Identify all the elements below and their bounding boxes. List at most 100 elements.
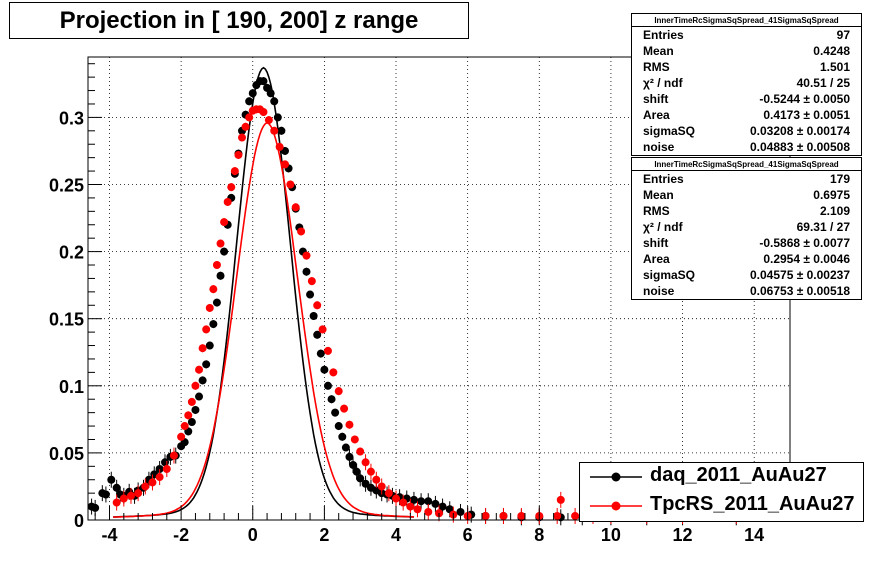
data-point-daq — [266, 89, 275, 98]
y-tick-label: 0 — [74, 511, 84, 531]
data-point-tpcrs — [119, 494, 128, 503]
data-point-tpcrs — [280, 160, 289, 169]
data-point-tpcrs — [275, 142, 284, 151]
stats-row-area: Area 0.4173 ± 0.0051 — [643, 108, 850, 122]
data-point-daq — [456, 507, 465, 516]
data-point-tpcrs — [230, 167, 239, 176]
data-point-tpcrs — [313, 301, 322, 310]
x-tick-label: 2 — [319, 525, 329, 545]
stats-row-chi2: χ² / ndf 40.51 / 25 — [643, 76, 850, 90]
y-tick-label: 0.3 — [59, 108, 84, 128]
data-point-daq — [212, 298, 221, 307]
data-point-tpcrs — [191, 381, 200, 390]
data-point-daq — [431, 499, 440, 508]
data-point-tpcrs — [126, 491, 135, 500]
data-point-tpcrs — [209, 285, 218, 294]
data-point-daq — [338, 432, 347, 441]
data-point-daq — [220, 247, 229, 256]
data-point-tpcrs — [384, 489, 393, 498]
legend-marker-daq — [590, 472, 642, 482]
data-point-tpcrs — [340, 404, 349, 413]
data-point-daq — [424, 497, 433, 506]
legend: daq_2011_AuAu27 TpcRS_2011_AuAu27 — [579, 462, 864, 522]
data-point-tpcrs — [345, 420, 354, 429]
stats-box-name: InnerTimeRcSigmaSqSpread_41SigmaSqSpread — [632, 14, 861, 27]
chart-title: Projection in [ 190, 200] z range — [9, 2, 469, 39]
legend-entry-tpcrs: TpcRS_2011_AuAu27 — [580, 492, 863, 521]
data-point-tpcrs — [361, 458, 370, 467]
data-point-tpcrs — [334, 387, 343, 396]
data-point-tpcrs — [180, 422, 189, 431]
data-point-tpcrs — [216, 239, 225, 248]
data-point-tpcrs — [169, 451, 178, 460]
data-point-tpcrs — [350, 435, 359, 444]
stats-row-sigmasq: sigmaSQ 0.03208 ± 0.00174 — [643, 124, 850, 138]
x-tick-label: -4 — [101, 525, 117, 545]
data-point-tpcrs — [499, 511, 508, 520]
data-point-daq — [198, 376, 207, 385]
data-point-tpcrs — [571, 511, 580, 520]
data-point-daq — [316, 349, 325, 358]
data-point-tpcrs — [187, 397, 196, 406]
data-point-daq — [91, 503, 100, 512]
stats-row-noise: noise 0.06753 ± 0.00518 — [643, 284, 850, 298]
legend-entry-daq: daq_2011_AuAu27 — [580, 463, 863, 492]
data-point-daq — [107, 475, 116, 484]
data-point-tpcrs — [318, 325, 327, 334]
data-point-tpcrs — [297, 227, 306, 236]
data-point-tpcrs — [238, 133, 247, 142]
data-point-tpcrs — [162, 465, 171, 474]
stats-box-name: InnerTimeRcSigmaSqSpread_41SigmaSqSpread — [632, 158, 861, 171]
data-point-daq — [323, 381, 332, 390]
stats-row-chi2: χ² / ndf 69.31 / 27 — [643, 220, 850, 234]
data-point-daq — [331, 408, 340, 417]
stats-row-shift: shift -0.5868 ± 0.0077 — [643, 236, 850, 250]
data-point-daq — [352, 467, 361, 476]
fit-curve-daq — [113, 66, 414, 518]
legend-marker-tpcrs — [590, 501, 642, 511]
data-point-tpcrs — [112, 498, 121, 507]
data-point-daq — [327, 395, 336, 404]
data-point-daq — [112, 483, 121, 492]
data-point-daq — [345, 452, 354, 461]
data-point-tpcrs — [372, 475, 381, 484]
data-point-daq — [309, 312, 318, 321]
stats-row-entries: Entries 97 — [643, 28, 850, 42]
data-point-daq — [187, 418, 196, 427]
x-tick-label: 12 — [673, 525, 693, 545]
data-point-tpcrs — [406, 502, 415, 511]
data-point-tpcrs — [307, 277, 316, 286]
data-point-daq — [334, 422, 343, 431]
data-point-tpcrs — [302, 251, 311, 260]
data-point-tpcrs — [184, 411, 193, 420]
data-point-tpcrs — [286, 180, 295, 189]
data-point-tpcrs — [212, 261, 221, 270]
data-point-daq — [202, 360, 211, 369]
data-point-tpcrs — [399, 498, 408, 507]
stats-row-mean: Mean 0.4248 — [643, 44, 850, 58]
data-point-tpcrs — [202, 325, 211, 334]
data-point-daq — [409, 495, 418, 504]
legend-label-tpcrs: TpcRS_2011_AuAu27 — [650, 493, 855, 515]
x-tick-label: 14 — [744, 525, 764, 545]
stats-row-rms: RMS 1.501 — [643, 60, 850, 74]
data-point-tpcrs — [323, 346, 332, 355]
data-point-daq — [417, 497, 426, 506]
stats-row-shift: shift -0.5244 ± 0.0050 — [643, 92, 850, 106]
data-point-tpcrs — [356, 447, 365, 456]
data-point-daq — [191, 405, 200, 414]
y-tick-label: 0.1 — [59, 377, 84, 397]
fit-curves — [113, 66, 414, 518]
stats-row-noise: noise 0.04883 ± 0.00508 — [643, 140, 850, 154]
data-point-daq — [205, 341, 214, 350]
y-tick-label: 0.15 — [49, 310, 84, 330]
stats-row-rms: RMS 2.109 — [643, 204, 850, 218]
stats-box-tpcrs: InnerTimeRcSigmaSqSpread_41SigmaSqSpread… — [631, 157, 862, 300]
data-point-tpcrs — [392, 494, 401, 503]
stats-box-daq: InnerTimeRcSigmaSqSpread_41SigmaSqSpread… — [631, 13, 862, 156]
data-point-daq — [438, 502, 447, 511]
data-point-daq — [195, 392, 204, 401]
data-point-tpcrs — [481, 511, 490, 520]
data-point-tpcrs — [141, 482, 150, 491]
data-point-tpcrs — [155, 473, 164, 482]
